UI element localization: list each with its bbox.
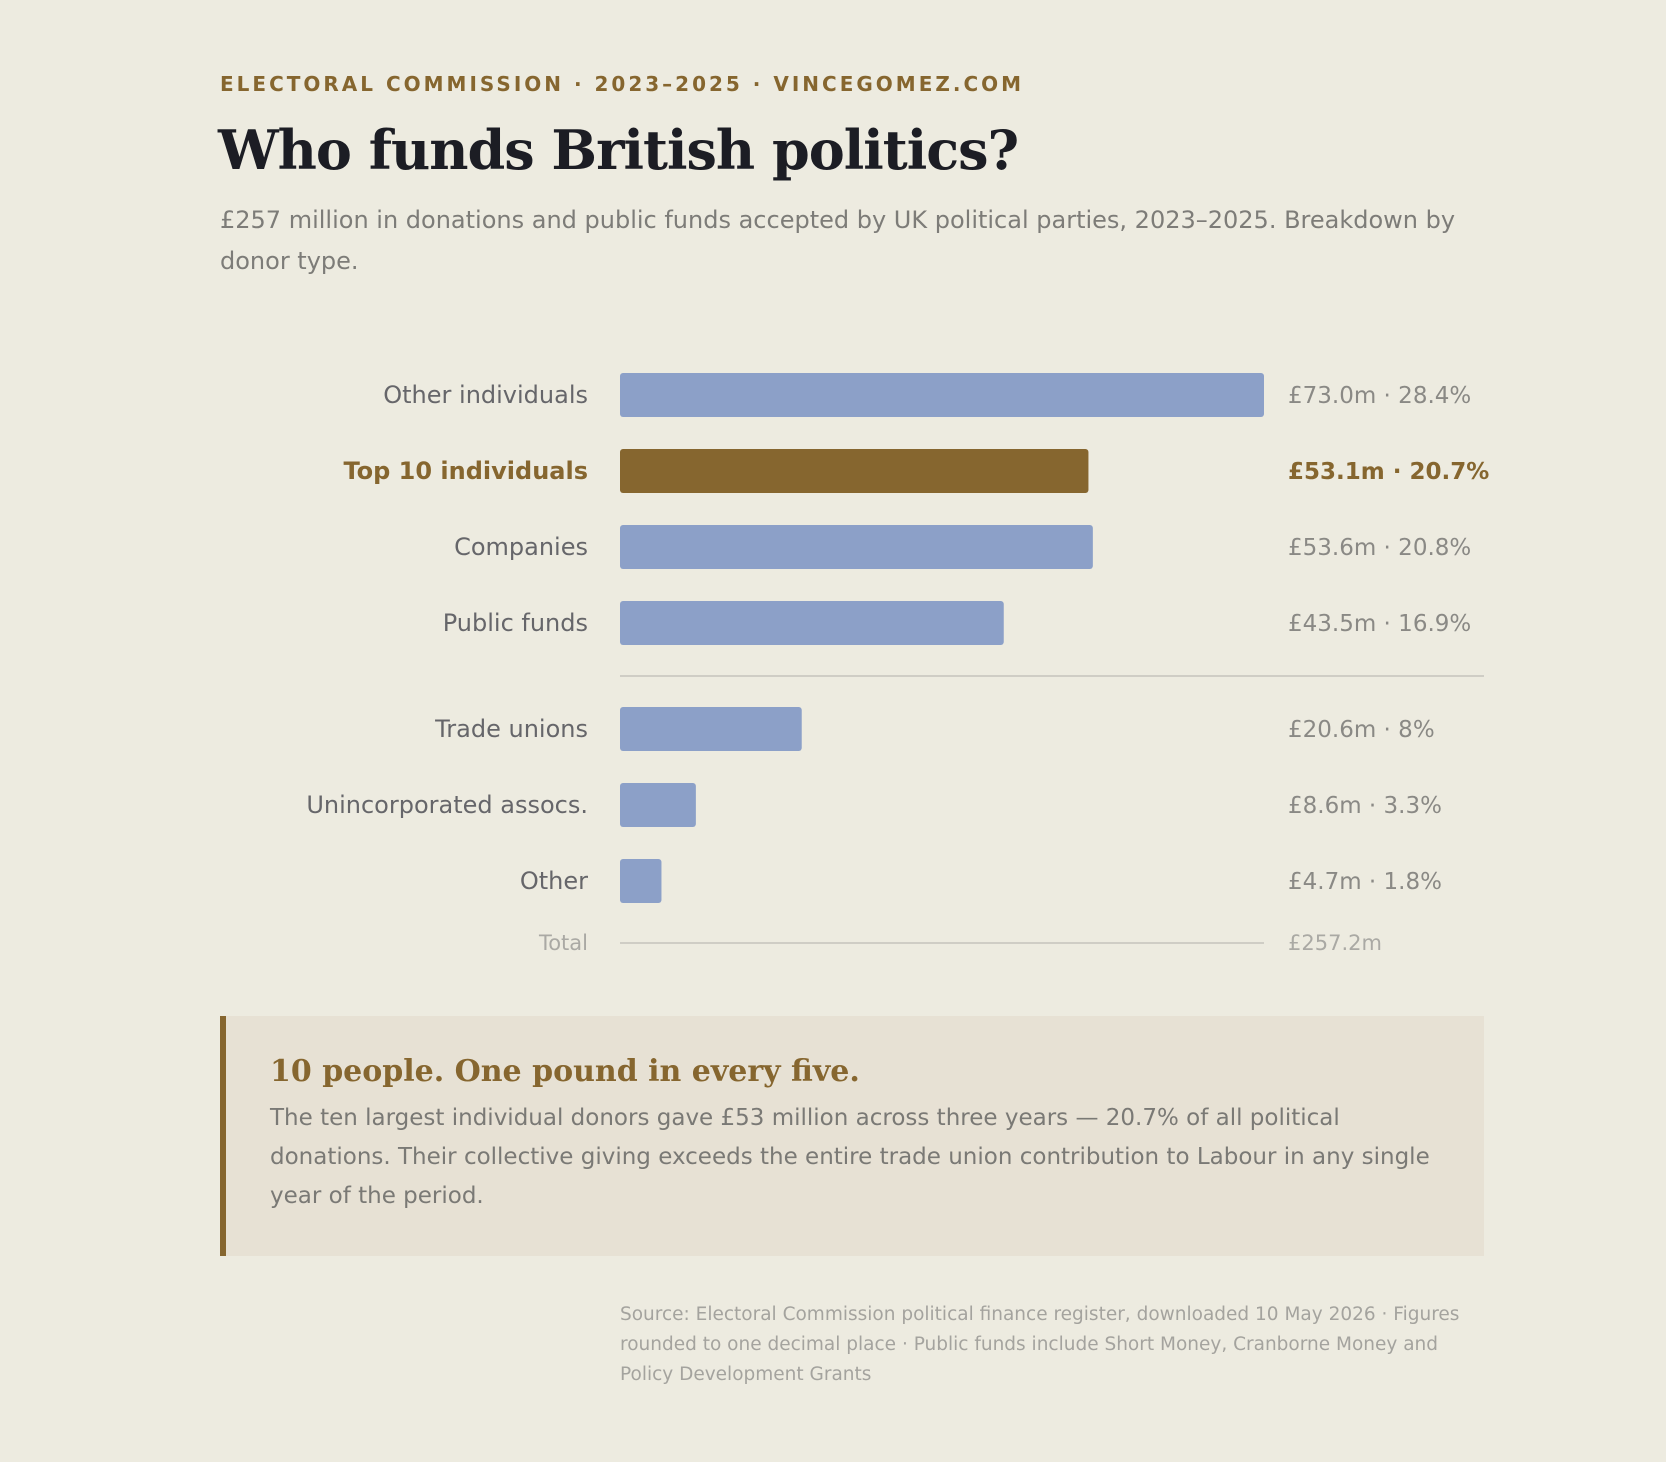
bar: [620, 373, 1264, 417]
bar: [620, 783, 696, 827]
bar: [620, 449, 1089, 493]
category-label: Top 10 individuals: [343, 457, 588, 485]
value-label: £53.1m · 20.7%: [1288, 459, 1489, 485]
callout-body: The ten largest individual donors gave £…: [270, 1105, 1430, 1209]
category-label: Trade unions: [434, 715, 588, 743]
page-title: Who funds British politics?: [218, 118, 1019, 182]
subtitle: £257 million in donations and public fun…: [220, 206, 1456, 275]
total-label: Total: [538, 931, 588, 955]
category-label: Unincorporated assocs.: [306, 791, 588, 819]
value-label: £20.6m · 8%: [1288, 717, 1435, 743]
source-note: Source: Electoral Commission political f…: [620, 1304, 1460, 1385]
total-value: £257.2m: [1288, 931, 1382, 955]
category-label: Other: [520, 867, 588, 895]
value-label: £8.6m · 3.3%: [1288, 793, 1442, 819]
value-label: £73.0m · 28.4%: [1288, 383, 1471, 409]
bar: [620, 525, 1093, 569]
category-label: Public funds: [443, 609, 588, 637]
bar: [620, 707, 802, 751]
bar-chart: Other individuals £73.0m · 28.4% Top 10 in…: [306, 373, 1489, 955]
bar: [620, 601, 1004, 645]
value-label: £53.6m · 20.8%: [1288, 535, 1471, 561]
callout-title: 10 people. One pound in every five.: [270, 1054, 860, 1089]
category-label: Other individuals: [383, 381, 588, 409]
value-label: £4.7m · 1.8%: [1288, 869, 1442, 895]
eyebrow: ELECTORAL COMMISSION · 2023–2025 · VINCE…: [220, 72, 1025, 96]
bar: [620, 859, 662, 903]
value-label: £43.5m · 16.9%: [1288, 611, 1471, 637]
callout-box: 10 people. One pound in every five. The …: [220, 1016, 1484, 1256]
category-label: Companies: [454, 533, 588, 561]
